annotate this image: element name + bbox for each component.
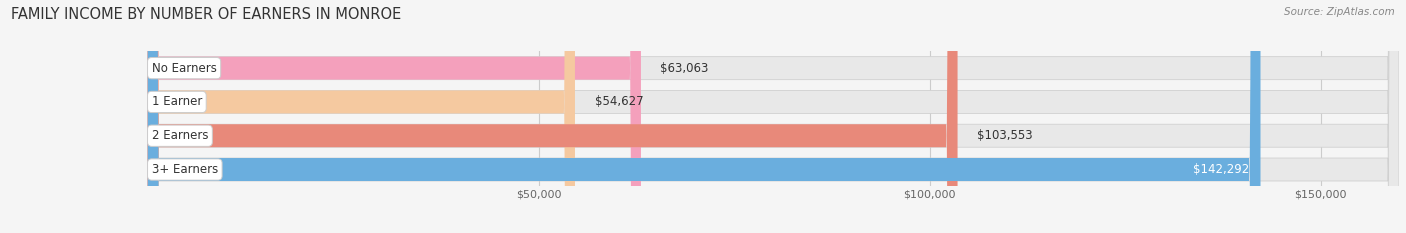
Text: 2 Earners: 2 Earners [152,129,208,142]
FancyBboxPatch shape [148,0,1261,233]
Text: $142,292: $142,292 [1192,163,1249,176]
Text: $63,063: $63,063 [661,62,709,75]
FancyBboxPatch shape [148,0,1399,233]
FancyBboxPatch shape [148,0,575,233]
Text: 1 Earner: 1 Earner [152,96,202,108]
FancyBboxPatch shape [148,0,1399,233]
Text: $103,553: $103,553 [977,129,1033,142]
FancyBboxPatch shape [148,0,1399,233]
Text: 3+ Earners: 3+ Earners [152,163,218,176]
Text: Source: ZipAtlas.com: Source: ZipAtlas.com [1284,7,1395,17]
Text: $54,627: $54,627 [595,96,643,108]
Text: FAMILY INCOME BY NUMBER OF EARNERS IN MONROE: FAMILY INCOME BY NUMBER OF EARNERS IN MO… [11,7,402,22]
FancyBboxPatch shape [148,0,957,233]
FancyBboxPatch shape [148,0,1399,233]
Text: No Earners: No Earners [152,62,217,75]
FancyBboxPatch shape [148,0,641,233]
